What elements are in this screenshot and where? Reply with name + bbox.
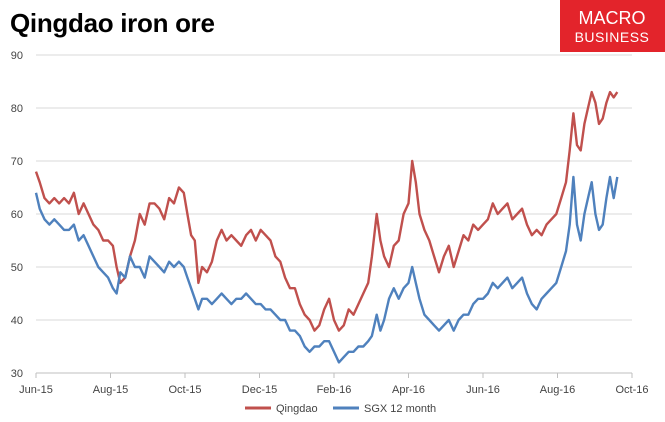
y-tick-label: 90	[11, 50, 23, 62]
y-tick-label: 50	[11, 262, 23, 274]
x-tick-label: Aug-16	[540, 384, 575, 396]
x-tick-label: Aug-15	[93, 384, 128, 396]
x-axis-ticks: Jun-15 Aug-15 Oct-15 Dec-15 Feb-16 Apr-16 Jun-…	[19, 373, 649, 396]
series-lines	[34, 90, 619, 364]
y-tick-label: 30	[11, 368, 23, 380]
x-tick-label: Jun-15	[19, 384, 53, 396]
logo-line1: MACRO	[579, 8, 646, 28]
y-tick-label: 60	[11, 209, 23, 221]
series-line-qingdao	[34, 90, 619, 332]
macro-business-logo: MACRO BUSINESS	[560, 0, 665, 52]
x-tick-label: Oct-15	[168, 384, 201, 396]
legend-label: Qingdao	[276, 403, 318, 415]
chart-title: Qingdao iron ore	[10, 8, 215, 38]
x-tick-label: Apr-16	[392, 384, 425, 396]
logo-background	[560, 0, 665, 52]
y-tick-label: 70	[11, 156, 23, 168]
logo-line2: BUSINESS	[575, 29, 650, 45]
gridlines	[36, 54, 632, 374]
x-tick-label: Feb-16	[317, 384, 352, 396]
legend-label: SGX 12 month	[364, 403, 436, 415]
x-tick-label: Dec-15	[242, 384, 277, 396]
x-tick-label: Jun-16	[466, 384, 500, 396]
y-axis-ticks: 30 40 50 60 70 80 90	[11, 50, 23, 380]
series-line-sgx-12-month	[34, 175, 619, 364]
y-tick-label: 80	[11, 103, 23, 115]
legend: Qingdao SGX 12 month	[245, 403, 436, 415]
y-tick-label: 40	[11, 315, 23, 327]
x-tick-label: Oct-16	[615, 384, 648, 396]
